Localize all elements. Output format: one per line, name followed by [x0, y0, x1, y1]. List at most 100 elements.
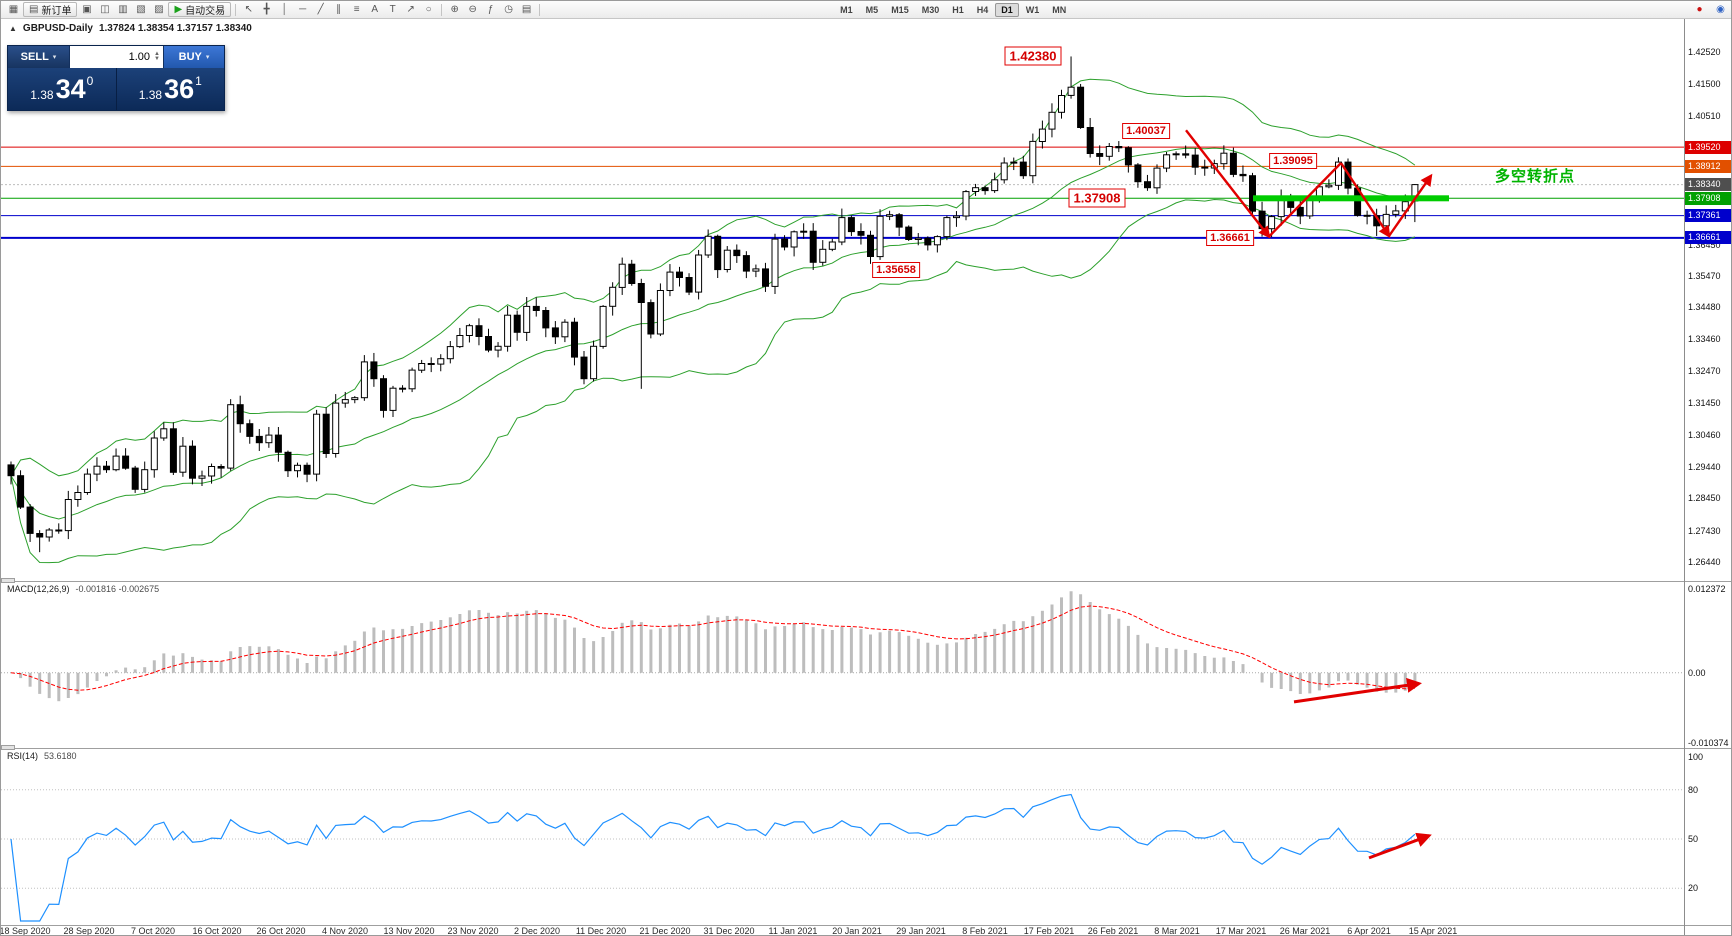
- vertical-line-icon[interactable]: │: [276, 2, 293, 17]
- rsi-axis-label: 80: [1688, 784, 1699, 795]
- tf-button-m5[interactable]: M5: [865, 4, 879, 15]
- text-icon[interactable]: A: [366, 2, 383, 17]
- sell-dropdown-caret-icon[interactable]: ▾: [52, 54, 57, 61]
- date-label: 20 Jan 2021: [832, 926, 882, 936]
- macd-label: MACD(12,26,9) -0.001816 -0.002675: [7, 584, 159, 594]
- date-label: 7 Oct 2020: [130, 926, 176, 936]
- buy-dropdown-caret-icon[interactable]: ▾: [205, 54, 210, 61]
- axis-separator: [1684, 19, 1685, 935]
- volume-input[interactable]: 1.00 ▲ ▼: [69, 46, 164, 68]
- arrow-tool-icon[interactable]: ↗: [402, 2, 419, 17]
- toolbar-separator: [235, 3, 237, 16]
- news-icon[interactable]: ●: [1691, 2, 1708, 17]
- label-icon: T: [389, 3, 396, 15]
- price-axis-level-box: 1.38912: [1685, 159, 1731, 173]
- fibonacci-icon[interactable]: ≡: [348, 2, 365, 17]
- buy-button[interactable]: BUY ▾: [164, 46, 224, 68]
- tf-button-m1[interactable]: M1: [840, 4, 853, 15]
- one-click-collapse-icon[interactable]: ▲: [9, 24, 17, 33]
- buy-price-small: 1.38: [138, 88, 163, 102]
- sell-button[interactable]: SELL ▾: [8, 46, 69, 68]
- autotrading-button-label: 自动交易: [185, 6, 226, 17]
- tf-button-d1[interactable]: D1: [995, 2, 1019, 17]
- pane-separator-rsi[interactable]: [1, 748, 1731, 749]
- indicators-icon: ƒ: [487, 3, 494, 15]
- sell-price[interactable]: 1.38 34 0: [8, 68, 116, 110]
- fibonacci-icon: ≡: [353, 3, 360, 15]
- rsi-label: RSI(14) 53.6180: [7, 751, 77, 761]
- zoom-out-icon: ⊖: [468, 3, 477, 15]
- terminal-icon[interactable]: ▨: [150, 2, 167, 17]
- pane-separator-macd[interactable]: [1, 581, 1731, 582]
- pane-resize-handle[interactable]: [1, 578, 15, 583]
- macd-pane[interactable]: [1, 581, 1684, 748]
- community-icon: ◉: [1716, 3, 1725, 15]
- tf-button-m30[interactable]: M30: [921, 4, 940, 15]
- label-icon[interactable]: T: [384, 2, 401, 17]
- toolbar-items: ▦ ▤ 新订单 ▣ ◫ ▥ ▧ ▨ ▶ 自动交易 ↖ ╋ │ ─ ╱ ∥ ≡ A T ↗ ○ ⊕ ⊖ ƒ ◷ ▤ M1 M5 M15 M3…: [1, 1, 1731, 18]
- date-label: 2 Dec 2020: [513, 926, 561, 936]
- shapes-icon[interactable]: ○: [420, 2, 437, 17]
- tf-button-h1[interactable]: H1: [952, 4, 964, 15]
- price-axis-level-box: 1.39520: [1685, 140, 1731, 154]
- price-axis-level-box: 1.37361: [1685, 209, 1731, 223]
- rsi-value: 53.6180: [44, 751, 77, 761]
- turning-point-note: 多空转折点: [1495, 168, 1576, 185]
- cursor-icon[interactable]: ↖: [240, 2, 257, 17]
- toolbar-separator: [441, 3, 443, 16]
- indicators-icon[interactable]: ƒ: [482, 2, 499, 17]
- date-label: 11 Dec 2020: [575, 926, 627, 936]
- horizontal-line-icon: ─: [299, 3, 307, 15]
- terminal-icon: ▨: [154, 3, 164, 15]
- rsi-axis-label: 20: [1688, 883, 1699, 894]
- date-label: 31 Dec 2020: [703, 926, 755, 936]
- channel-icon[interactable]: ∥: [330, 2, 347, 17]
- data-window-icon: ▥: [118, 3, 128, 15]
- shapes-icon: ○: [425, 3, 432, 15]
- volume-spinner: ▲ ▼: [154, 51, 160, 62]
- chart-ohlc: 1.37824 1.38354 1.37157 1.38340: [98, 23, 252, 34]
- community-icon[interactable]: ◉: [1712, 2, 1729, 17]
- tile-windows-icon[interactable]: ◫: [96, 2, 113, 17]
- tf-button-w1[interactable]: W1: [1025, 4, 1040, 15]
- sell-price-sup: 0: [86, 74, 94, 88]
- new-order-button: ▤: [29, 3, 39, 15]
- time-axis[interactable]: 18 Sep 2020 28 Sep 2020 7 Oct 2020 16 Oct 2…: [1, 925, 1684, 936]
- price-axis-label: 1.30460: [1688, 429, 1721, 440]
- trendline-icon[interactable]: ╱: [312, 2, 329, 17]
- vertical-line-icon: │: [281, 3, 288, 15]
- price-axis-label: 1.26440: [1688, 557, 1721, 567]
- one-click-top-row: SELL ▾ 1.00 ▲ ▼ BUY ▾: [8, 46, 224, 68]
- tf-button-m15[interactable]: M15: [891, 4, 909, 15]
- autotrading-button[interactable]: ▶ 自动交易: [168, 2, 232, 17]
- rsi-pane[interactable]: [1, 748, 1684, 926]
- chart-window-icon: ▣: [82, 3, 92, 15]
- main-chart[interactable]: [1, 19, 1684, 581]
- toolbar: ▦ ▤ 新订单 ▣ ◫ ▥ ▧ ▨ ▶ 自动交易 ↖ ╋ │ ─ ╱ ∥ ≡ A T ↗ ○ ⊕ ⊖ ƒ ◷ ▤ M1 M5 M15 M3…: [1, 1, 1731, 19]
- zoom-in-icon[interactable]: ⊕: [446, 2, 463, 17]
- periods-icon[interactable]: ◷: [500, 2, 517, 17]
- tf-button-mn[interactable]: MN: [1052, 4, 1067, 15]
- price-divider: [115, 68, 117, 110]
- tf-button-h4[interactable]: H4: [976, 4, 989, 15]
- templates-icon[interactable]: ▤: [518, 2, 535, 17]
- new-order-button[interactable]: ▤ 新订单: [23, 2, 78, 17]
- channel-icon: ∥: [336, 3, 342, 15]
- pane-resize-handle[interactable]: [1, 745, 15, 750]
- navigator-icon[interactable]: ▧: [132, 2, 149, 17]
- chart-window-icon[interactable]: ▣: [78, 2, 95, 17]
- horizontal-line-icon[interactable]: ─: [294, 2, 311, 17]
- volume-down-icon[interactable]: ▼: [154, 56, 160, 62]
- buy-price[interactable]: 1.38 36 1: [117, 68, 225, 110]
- date-label: 11 Jan 2021: [768, 926, 818, 936]
- charts-grid-icon[interactable]: ▦: [5, 2, 22, 17]
- date-label: 16 Oct 2020: [192, 926, 242, 936]
- price-axis-label: 1.31450: [1688, 398, 1721, 409]
- data-window-icon[interactable]: ▥: [114, 2, 131, 17]
- volume-up-icon[interactable]: ▲: [154, 51, 160, 57]
- date-label: 26 Feb 2021: [1087, 926, 1139, 936]
- crosshair-icon[interactable]: ╋: [258, 2, 275, 17]
- zoom-out-icon[interactable]: ⊖: [464, 2, 481, 17]
- price-axis-label: 1.33460: [1688, 334, 1721, 345]
- autotrading-button: ▶: [174, 3, 183, 15]
